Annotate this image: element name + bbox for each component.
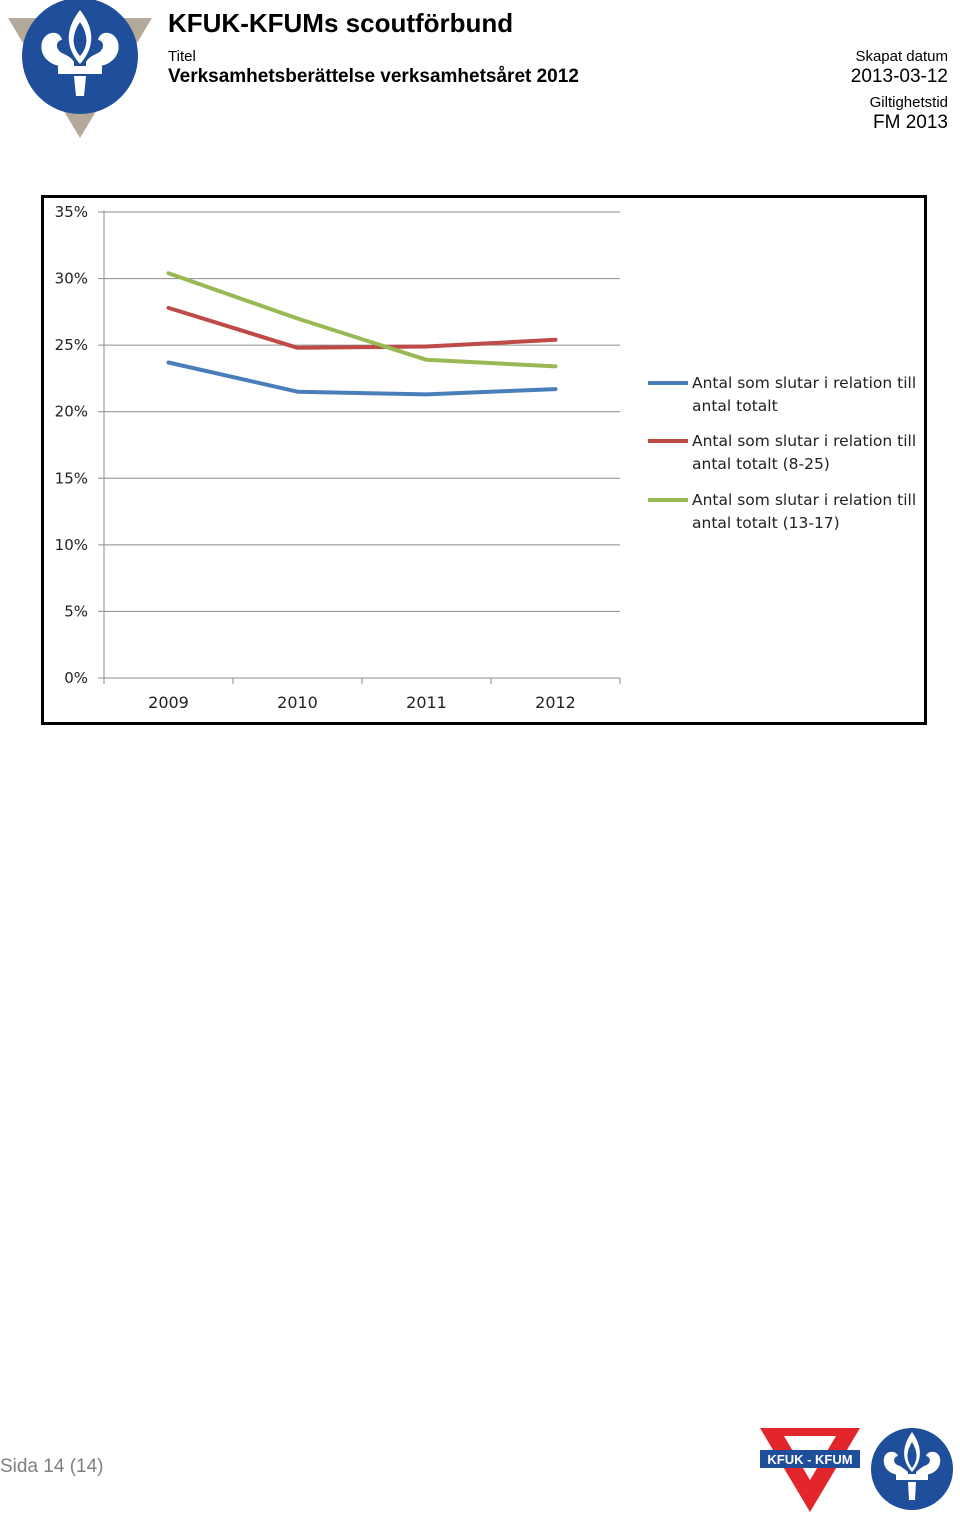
x-tick-label: 2011 [406,693,447,712]
legend-label-3-line2: antal totalt (13-17) [692,514,840,532]
series-line-3 [166,271,558,369]
y-tick-label: 30% [55,270,88,288]
x-tick-label: 2012 [535,693,576,712]
x-tick-label: 2009 [148,693,189,712]
legend-label-1-line2: antal totalt [692,397,778,415]
validity-value: FM 2013 [873,112,948,133]
scout-lily-logo-icon [8,0,152,138]
legend-label-3: Antal som slutar i relation till [692,491,916,509]
y-tick-label: 35% [55,203,88,221]
organization-name: KFUK-KFUMs scoutförbund [168,8,514,38]
validity-label: Giltighetstid [869,94,948,111]
y-tick-label: 15% [55,469,88,487]
y-tick-label: 0% [64,669,88,687]
kfuk-kfum-triangle-logo-icon: KFUK - KFUM [760,1428,860,1512]
page-number: Sida 14 (14) [0,1456,104,1477]
created-date-label: Skapat datum [855,48,948,65]
series-line-1 [166,360,558,397]
y-tick-label: 5% [64,602,88,620]
y-tick-label: 20% [55,403,88,421]
kfuk-kfum-logo-text: KFUK - KFUM [767,1452,852,1467]
series-line-2 [166,305,558,350]
y-tick-label: 10% [55,536,88,554]
created-date-value: 2013-03-12 [850,66,948,87]
chart-frame: 0% 5% 10% 15% 20% 25% 30% 35% 2009 2010 2011 2012 An… [41,195,927,725]
y-tick-label: 25% [55,336,88,354]
document-title: Verksamhetsberättelse verksamhetsåret 20… [168,66,579,87]
legend-label-2: Antal som slutar i relation till [692,432,916,450]
legend-label-1: Antal som slutar i relation till [692,374,916,392]
line-chart: 0% 5% 10% 15% 20% 25% 30% 35% 2009 2010 2011 2012 An… [55,203,916,712]
scout-lily-footer-logo-icon [871,1428,953,1510]
title-label: Titel [168,48,196,65]
legend-label-2-line2: antal totalt (8-25) [692,455,830,473]
x-tick-label: 2010 [277,693,318,712]
